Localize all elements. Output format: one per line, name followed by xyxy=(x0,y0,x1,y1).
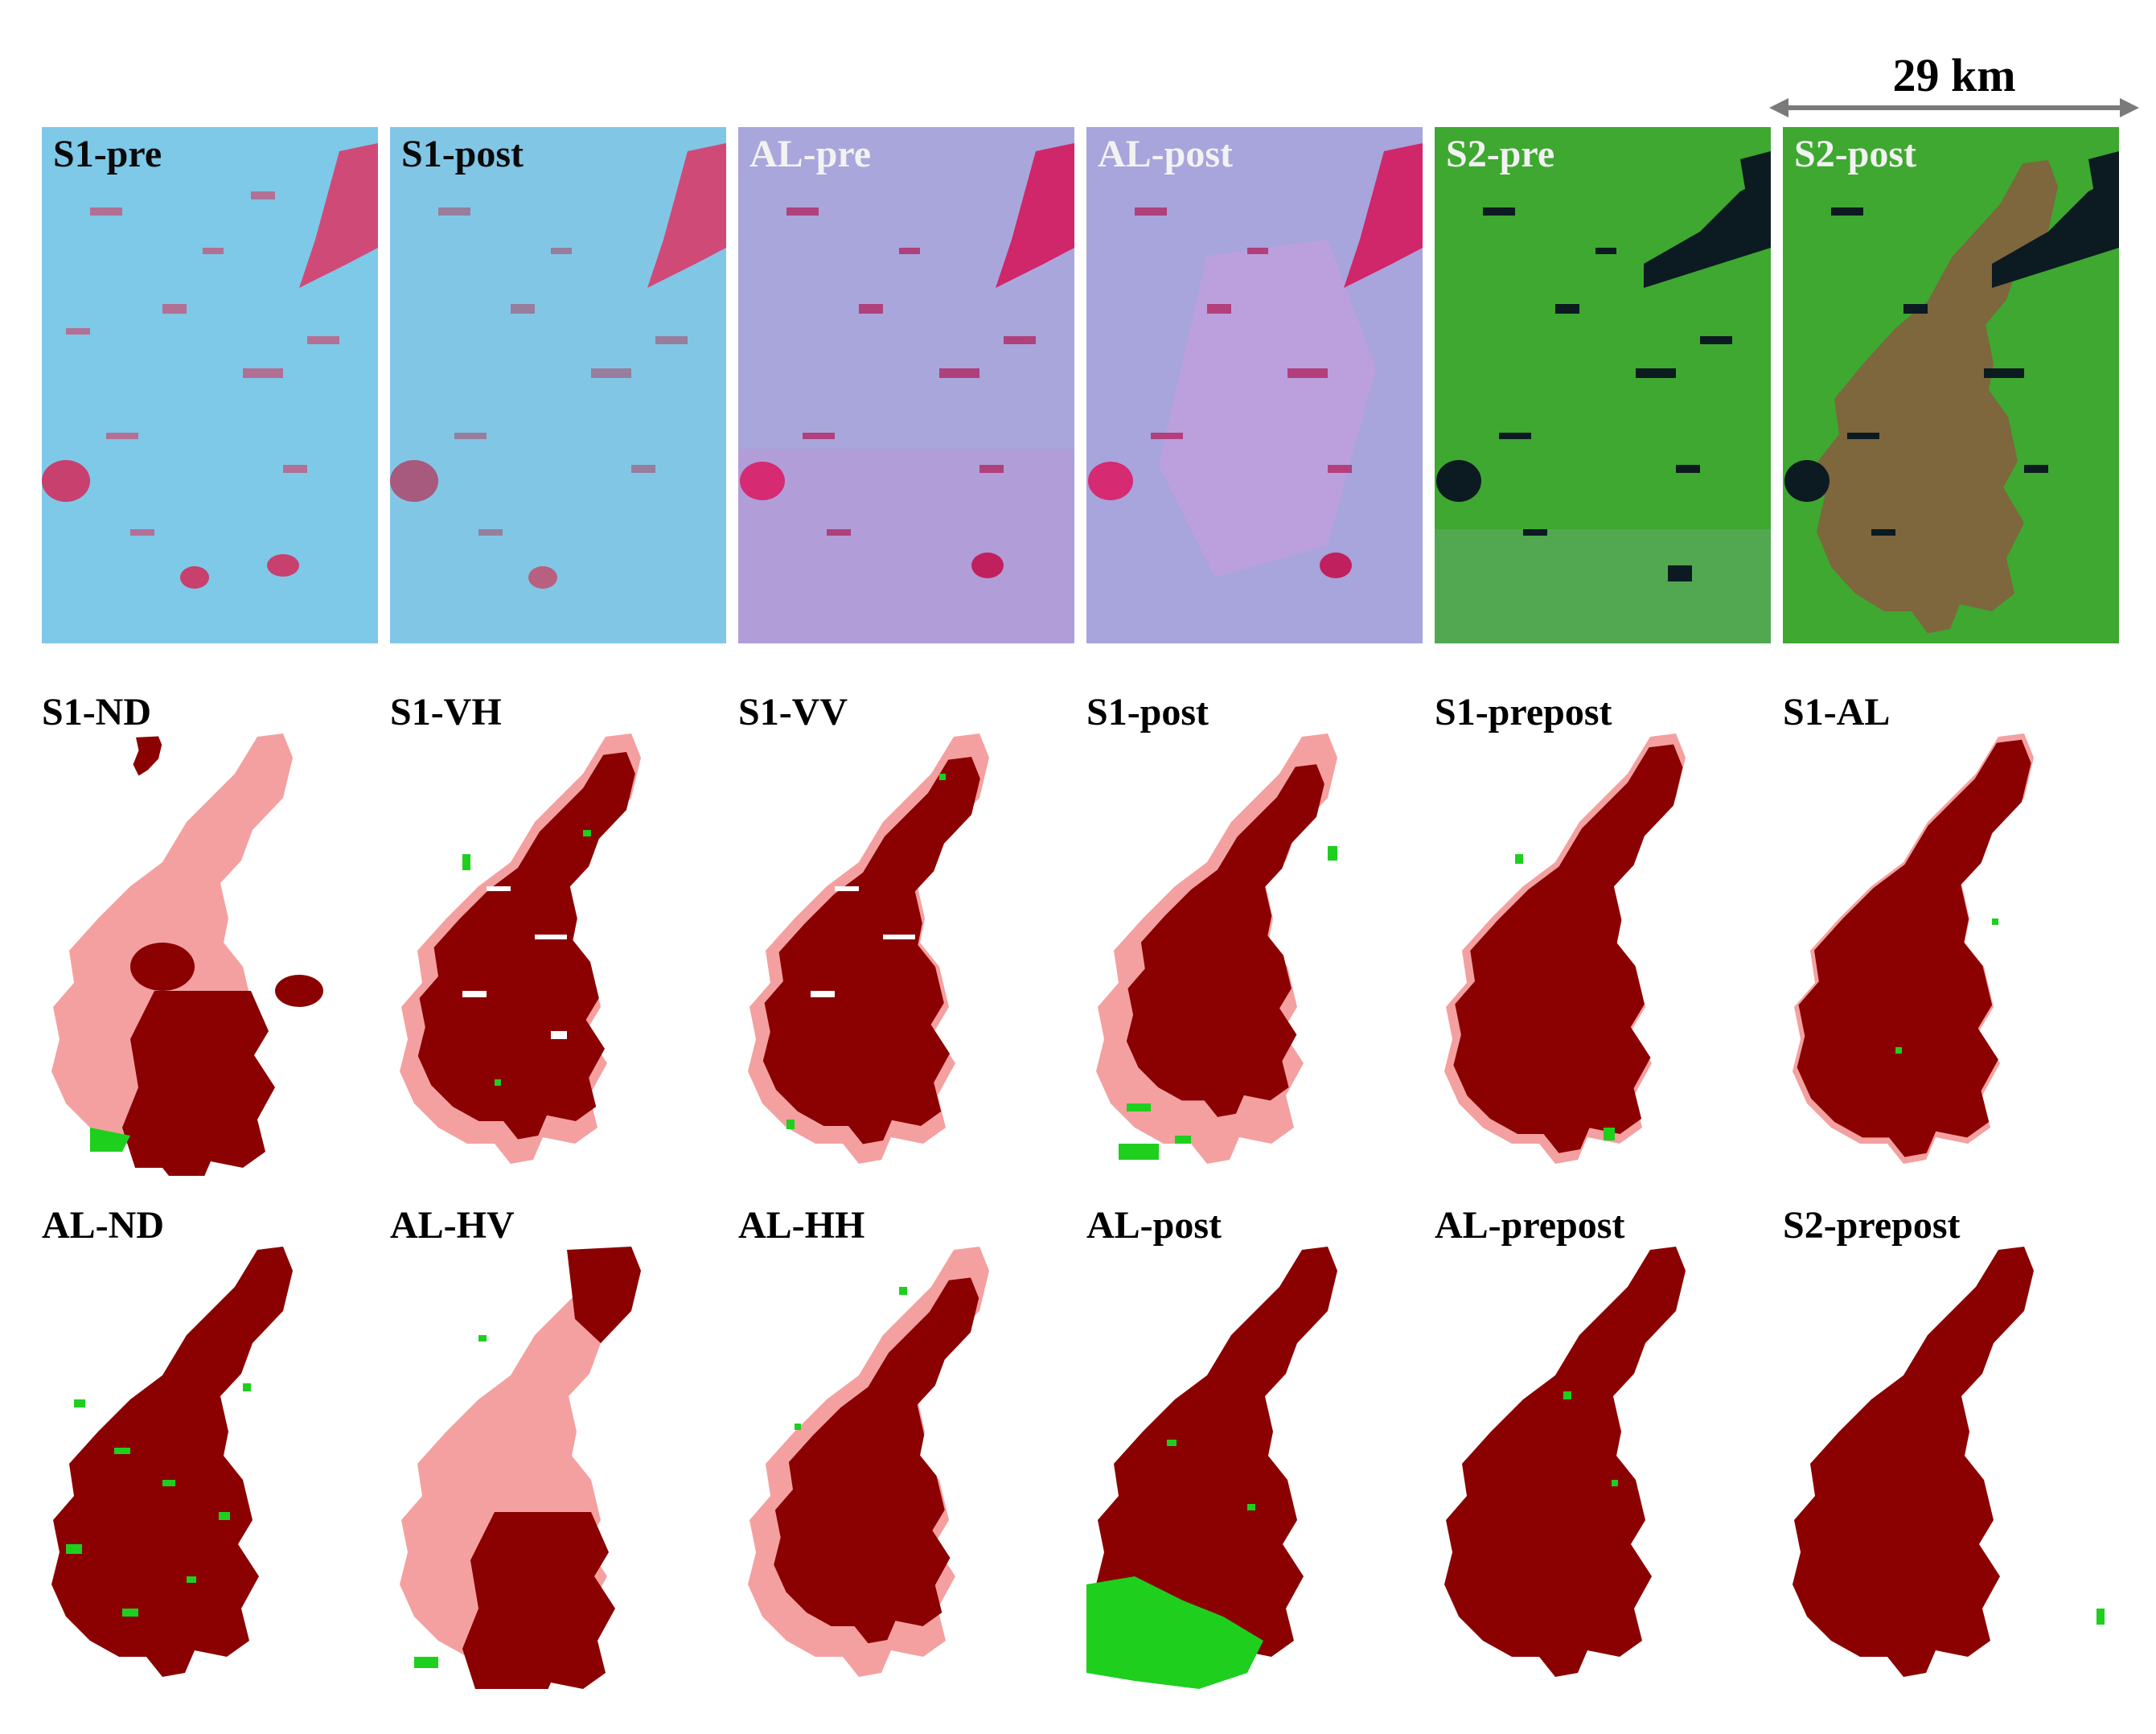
burn-map-s1-vv: S1-VV xyxy=(738,691,1092,1164)
map-label: S1-VH xyxy=(390,691,502,733)
burn-map xyxy=(400,733,641,1164)
burn-map xyxy=(51,1247,293,1677)
imagery-label: S2-post xyxy=(1794,133,1917,175)
imagery-panel-s2-pre: S2-pre xyxy=(1435,127,1771,643)
burn-map-s1-vh: S1-VH xyxy=(390,691,744,1164)
map-label: S1-post xyxy=(1086,691,1209,733)
map-label: AL-prepost xyxy=(1435,1204,1625,1247)
burn-map xyxy=(1096,733,1337,1164)
burn-map-al-hv: AL-HV xyxy=(390,1204,744,1689)
scale-bar: 29 km xyxy=(1769,48,2139,121)
burn-map-s1-al: S1-AL xyxy=(1783,691,2137,1164)
map-label: S1-prepost xyxy=(1435,691,1612,733)
imagery-panel-al-pre: AL-pre xyxy=(738,127,1074,643)
sar-image xyxy=(1086,127,1423,643)
burn-map-al-hh: AL-HH xyxy=(738,1204,1092,1677)
imagery-label: S1-pre xyxy=(53,133,162,175)
imagery-panel-s2-post: S2-post xyxy=(1783,127,2119,643)
imagery-label: S2-pre xyxy=(1446,133,1555,175)
burn-map xyxy=(1444,1247,1686,1677)
scale-bar-arrow xyxy=(1769,98,2139,117)
optical-image xyxy=(1435,127,1771,643)
map-label: S1-ND xyxy=(42,691,152,733)
imagery-label: AL-post xyxy=(1098,133,1234,175)
burn-map-al-nd: AL-ND xyxy=(42,1204,396,1677)
burn-map-s1-post: S1-post xyxy=(1086,691,1440,1164)
burn-map xyxy=(748,733,989,1164)
burn-map xyxy=(748,1247,989,1677)
burn-map xyxy=(1444,733,1686,1164)
burn-map xyxy=(1086,1247,1337,1689)
sar-image xyxy=(390,127,726,643)
map-label: AL-HH xyxy=(738,1204,865,1247)
imagery-panel-s1-pre: S1-pre xyxy=(42,127,378,643)
map-label: S1-VV xyxy=(738,691,848,733)
burn-map-s1-prepost: S1-prepost xyxy=(1435,691,1788,1164)
burn-map xyxy=(1793,1247,2105,1677)
map-label: AL-post xyxy=(1086,1204,1222,1247)
sar-image xyxy=(738,127,1074,643)
optical-image xyxy=(1783,127,2119,643)
imagery-panel-s1-post: S1-post xyxy=(390,127,726,643)
burn-map xyxy=(400,1247,641,1689)
sar-image xyxy=(42,127,378,643)
imagery-label: S1-post xyxy=(401,133,524,175)
imagery-panel-al-post: AL-post xyxy=(1086,127,1423,643)
map-label: AL-HV xyxy=(390,1204,515,1247)
burn-map-s2-prepost: S2-prepost xyxy=(1783,1204,2137,1677)
burn-map-al-post: AL-post xyxy=(1086,1204,1440,1689)
map-label: S1-AL xyxy=(1783,691,1891,733)
burn-map xyxy=(51,733,323,1176)
scale-bar-label: 29 km xyxy=(1892,49,2016,101)
burn-map xyxy=(1793,733,2034,1164)
burn-map-al-prepost: AL-prepost xyxy=(1435,1204,1788,1677)
imagery-label: AL-pre xyxy=(749,133,872,175)
map-label: AL-ND xyxy=(42,1204,164,1247)
burn-map-s1-nd: S1-ND xyxy=(42,691,396,1176)
map-label: S2-prepost xyxy=(1783,1204,1961,1247)
